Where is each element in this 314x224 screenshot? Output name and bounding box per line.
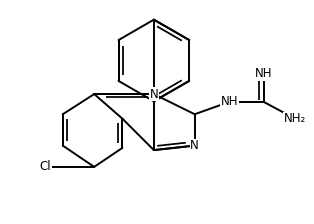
Text: N: N (190, 139, 199, 152)
Text: NH₂: NH₂ (284, 112, 306, 125)
Text: NH: NH (220, 95, 238, 108)
Text: Cl: Cl (40, 160, 51, 173)
Text: N: N (149, 88, 158, 101)
Text: NH: NH (255, 67, 273, 80)
